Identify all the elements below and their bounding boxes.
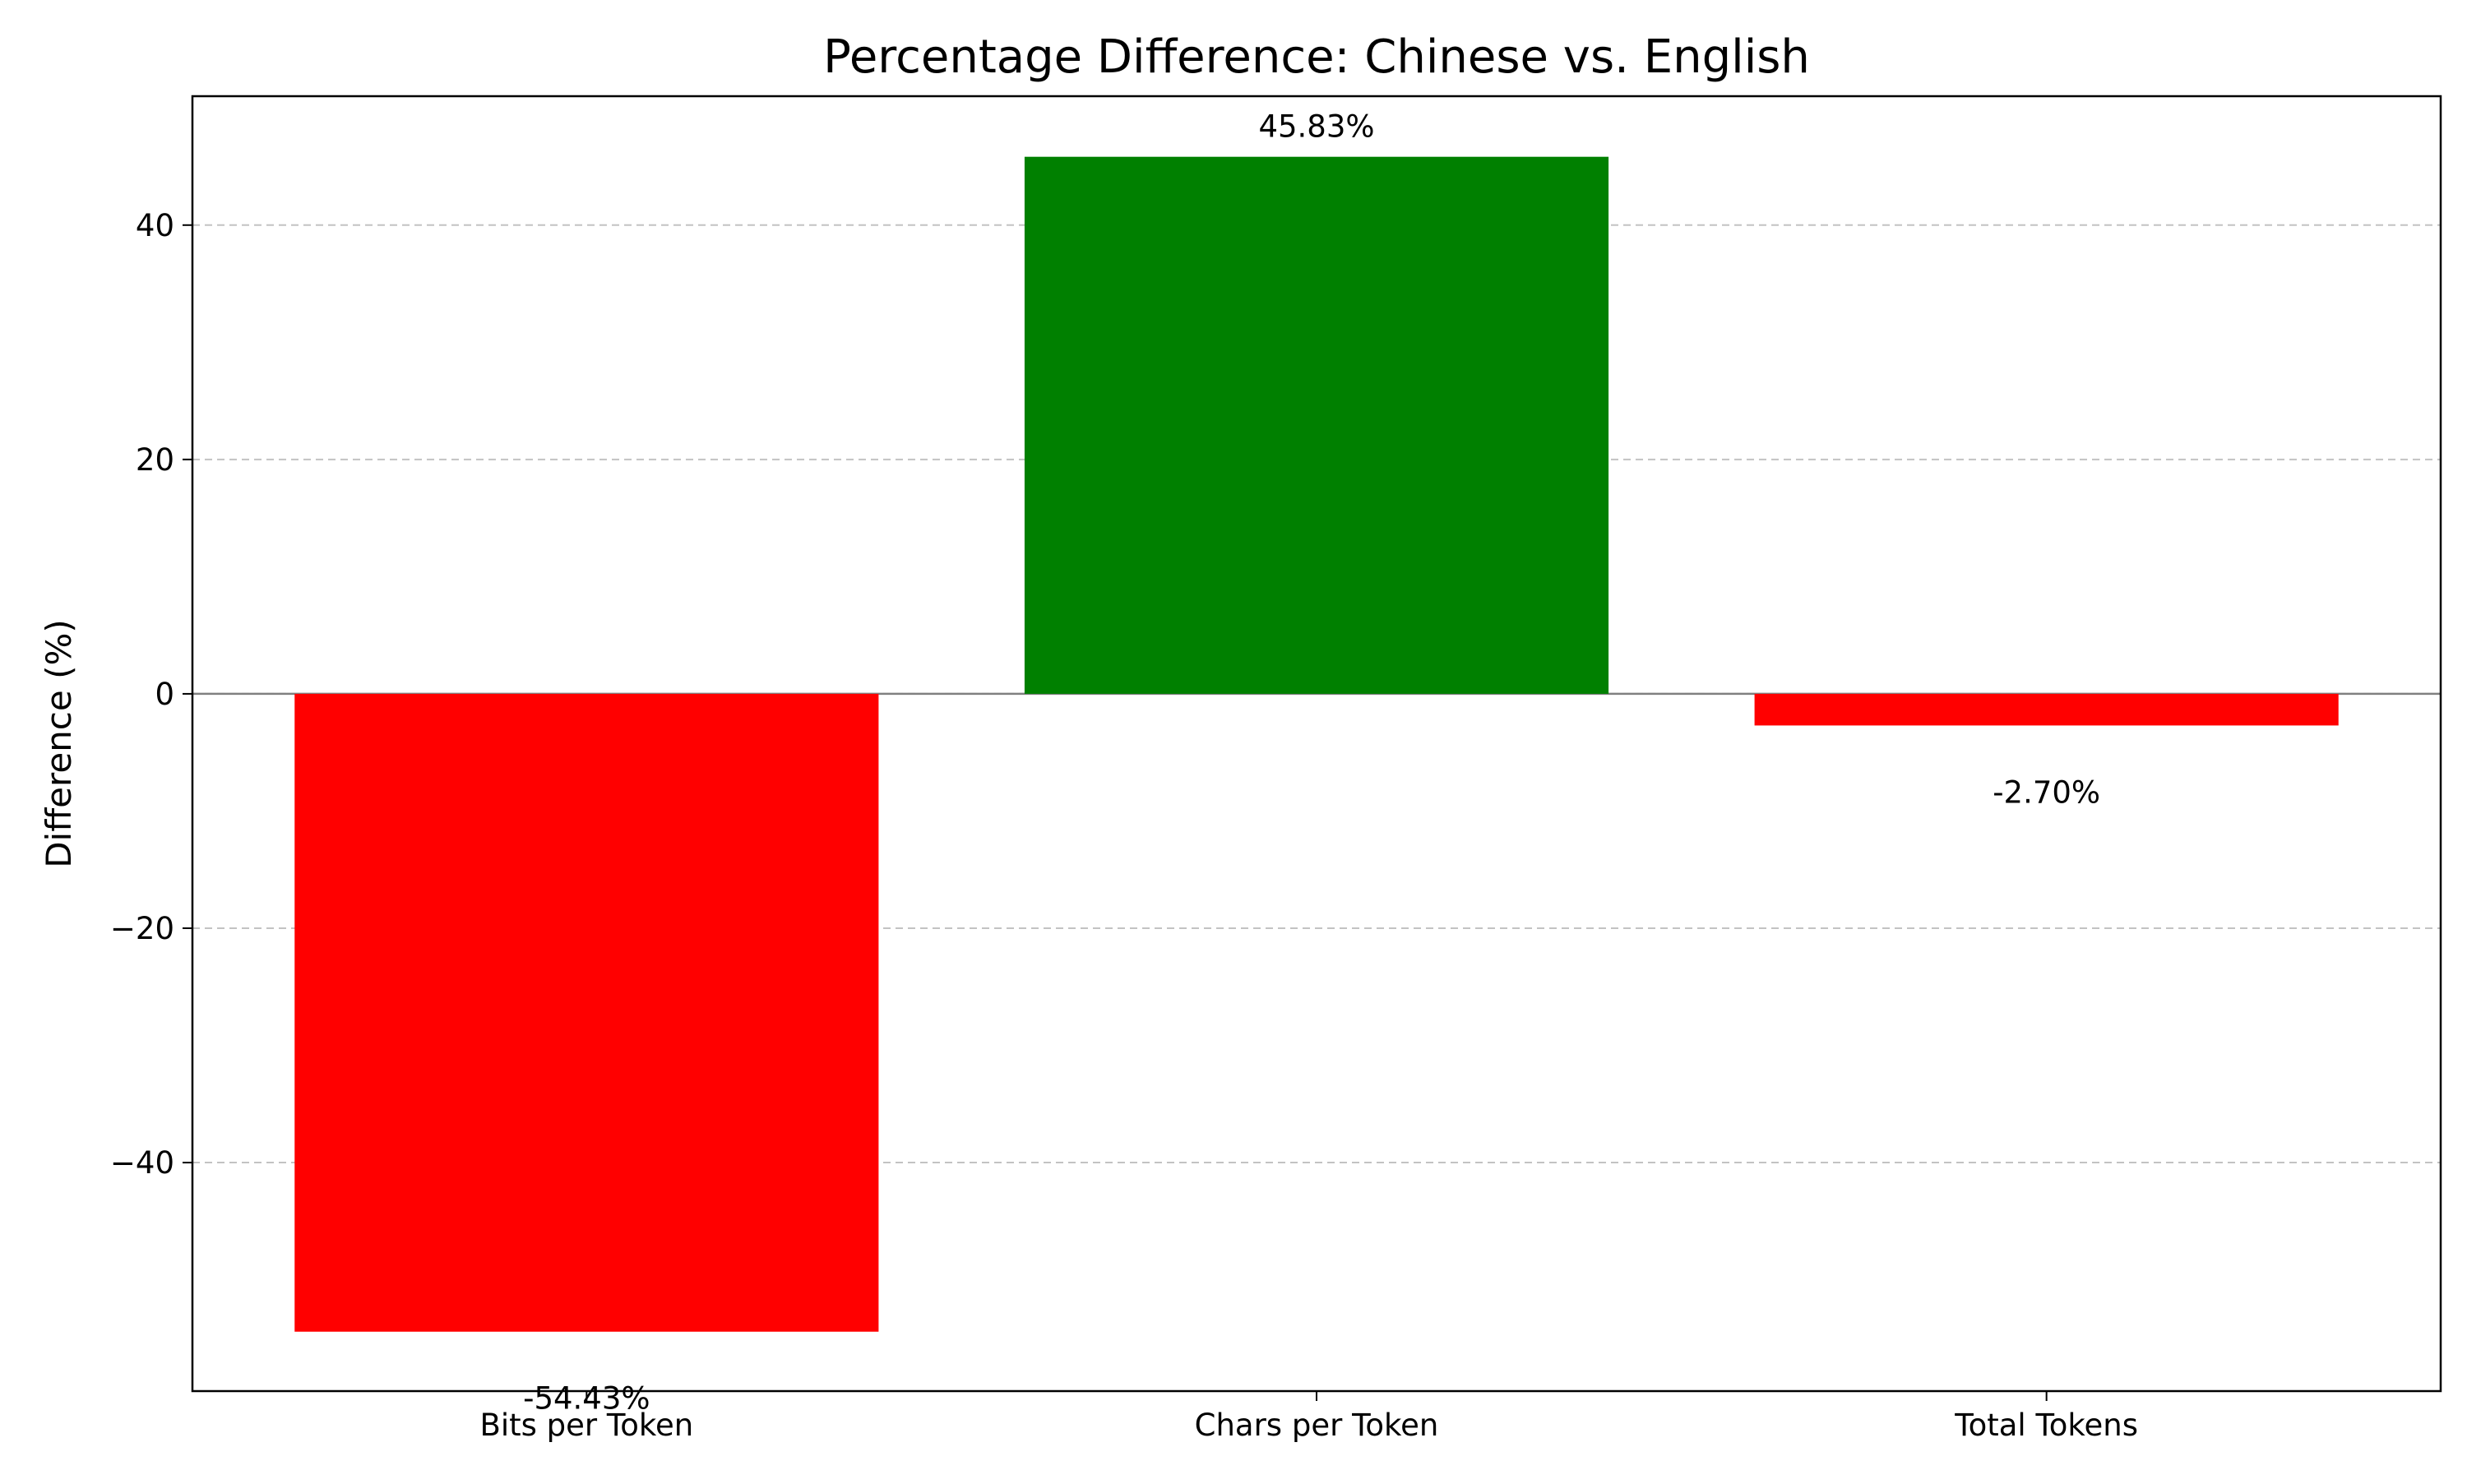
data-label: 45.83%	[1258, 109, 1374, 145]
y-axis-label: Difference (%)	[39, 619, 79, 868]
y-tick-label: −20	[110, 911, 174, 946]
y-tick-label: 20	[136, 442, 174, 478]
bar-total-tokens	[1754, 693, 2339, 726]
x-tick-label: Bits per Token	[479, 1408, 693, 1443]
y-tick-label: 40	[136, 208, 174, 243]
data-label: -2.70%	[1993, 774, 2100, 810]
bar-chars-per-token	[1024, 156, 1609, 694]
y-tick-label: 0	[155, 677, 174, 712]
x-tick-label: Total Tokens	[1954, 1408, 2138, 1443]
data-label: -54.43%	[523, 1381, 650, 1417]
chart-title: Percentage Difference: Chinese vs. Engli…	[823, 30, 1810, 84]
bar-bits-per-token	[294, 693, 879, 1332]
x-tick-label: Chars per Token	[1195, 1408, 1439, 1443]
y-tick-label: −40	[110, 1145, 174, 1181]
